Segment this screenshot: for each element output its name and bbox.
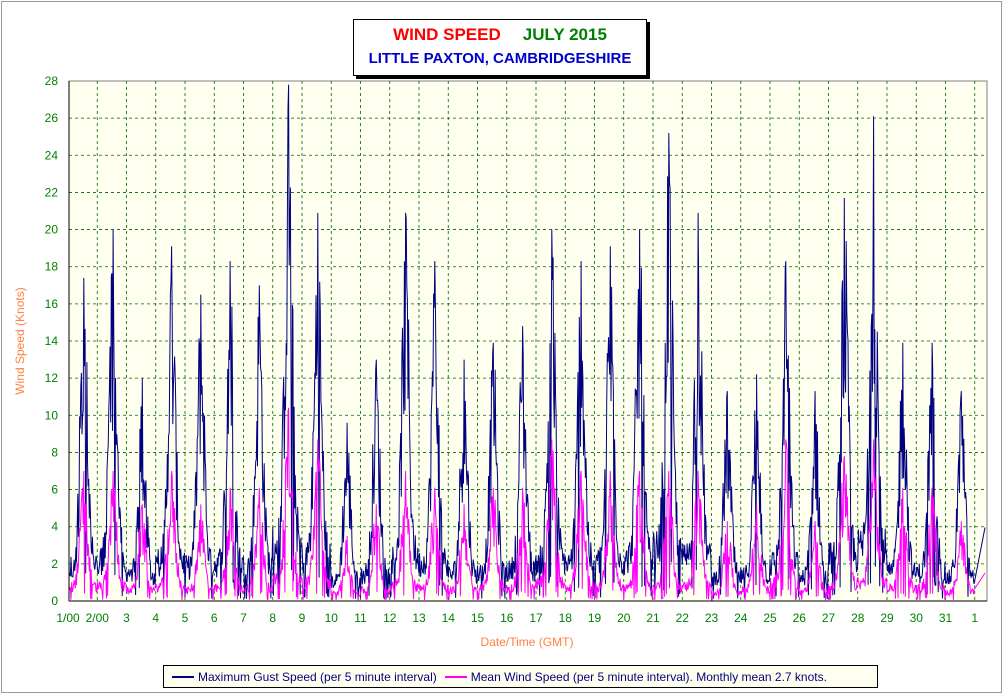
x-tick-label: 20 bbox=[617, 611, 631, 625]
x-tick-label: 9 bbox=[299, 611, 306, 625]
y-tick-label: 18 bbox=[45, 260, 59, 274]
y-tick-label: 4 bbox=[51, 520, 58, 534]
x-tick-label: 8 bbox=[269, 611, 276, 625]
x-tick-label: 30 bbox=[910, 611, 924, 625]
x-tick-label: 7 bbox=[240, 611, 247, 625]
y-tick-label: 6 bbox=[51, 483, 58, 497]
grid-lines bbox=[69, 81, 987, 601]
x-tick-label: 5 bbox=[182, 611, 189, 625]
axes bbox=[68, 81, 987, 602]
chart-title: WIND SPEED JULY 2015 bbox=[354, 25, 646, 45]
title-box: WIND SPEED JULY 2015 LITTLE PAXTON, CAMBR… bbox=[353, 19, 647, 76]
x-tick-label: 16 bbox=[500, 611, 514, 625]
legend-label-gust: Maximum Gust Speed (per 5 minute interva… bbox=[198, 669, 437, 684]
y-tick-label: 2 bbox=[51, 557, 58, 571]
x-tick-label: 12 bbox=[383, 611, 397, 625]
y-tick-label: 26 bbox=[45, 111, 59, 125]
mean-series-line bbox=[68, 407, 986, 601]
title-main: WIND SPEED bbox=[393, 25, 501, 44]
x-tick-label: 27 bbox=[822, 611, 836, 625]
y-axis-label: Wind Speed (Knots) bbox=[13, 287, 27, 394]
x-tick-label: 26 bbox=[793, 611, 807, 625]
x-tick-label: 3 bbox=[123, 611, 130, 625]
title-date: JULY 2015 bbox=[522, 25, 607, 44]
x-tick-label: 18 bbox=[559, 611, 573, 625]
y-tick-label: 8 bbox=[51, 445, 58, 459]
x-tick-label: 10 bbox=[325, 611, 339, 625]
x-tick-label: 15 bbox=[471, 611, 485, 625]
y-tick-label: 22 bbox=[45, 185, 59, 199]
x-tick-label: 2/00 bbox=[86, 611, 110, 625]
legend-item-gust: Maximum Gust Speed (per 5 minute interva… bbox=[172, 670, 437, 684]
y-tick-label: 10 bbox=[45, 408, 59, 422]
gust-series-line bbox=[68, 84, 986, 601]
x-tick-label: 28 bbox=[851, 611, 865, 625]
x-tick-label: 17 bbox=[529, 611, 543, 625]
x-tick-label: 25 bbox=[763, 611, 777, 625]
legend-label-mean: Mean Wind Speed (per 5 minute interval).… bbox=[470, 669, 827, 684]
x-tick-label: 1 bbox=[971, 611, 978, 625]
x-tick-label: 24 bbox=[734, 611, 748, 625]
x-tick-label: 4 bbox=[152, 611, 159, 625]
x-tick-label: 19 bbox=[588, 611, 602, 625]
x-tick-label: 6 bbox=[211, 611, 218, 625]
y-tick-label: 24 bbox=[45, 148, 59, 162]
x-tick-label: 23 bbox=[705, 611, 719, 625]
x-tick-label: 14 bbox=[442, 611, 456, 625]
gust-series bbox=[68, 84, 986, 601]
y-tick-label: 12 bbox=[45, 371, 59, 385]
x-tick-label: 11 bbox=[354, 611, 367, 625]
y-tick-label: 28 bbox=[45, 74, 59, 88]
x-tick-label: 1/00 bbox=[56, 611, 80, 625]
chart-subtitle: LITTLE PAXTON, CAMBRIDGESHIRE bbox=[368, 50, 632, 67]
mean-series bbox=[68, 407, 986, 601]
x-tick-label: 31 bbox=[939, 611, 953, 625]
y-tick-label: 0 bbox=[51, 594, 58, 608]
x-tick-label: 22 bbox=[676, 611, 690, 625]
legend-swatch-gust bbox=[172, 675, 194, 678]
x-axis-label: Date/Time (GMT) bbox=[481, 635, 574, 649]
y-tick-label: 14 bbox=[45, 334, 59, 348]
legend-item-mean: Mean Wind Speed (per 5 minute interval).… bbox=[444, 669, 827, 684]
x-tick-label: 21 bbox=[646, 611, 660, 625]
x-tick-label: 29 bbox=[880, 611, 894, 625]
legend-swatch-mean bbox=[444, 675, 467, 678]
y-tick-label: 16 bbox=[45, 297, 59, 311]
y-tick-label: 20 bbox=[45, 223, 59, 237]
legend: Maximum Gust Speed (per 5 minute interva… bbox=[163, 665, 878, 688]
x-tick-label: 13 bbox=[412, 611, 426, 625]
x-tick-labels: 1/00 2/00 3 4 5 6 7 8 9 10 11 12 13 14 15 16 17 18 19 20 21 2… bbox=[56, 611, 978, 625]
